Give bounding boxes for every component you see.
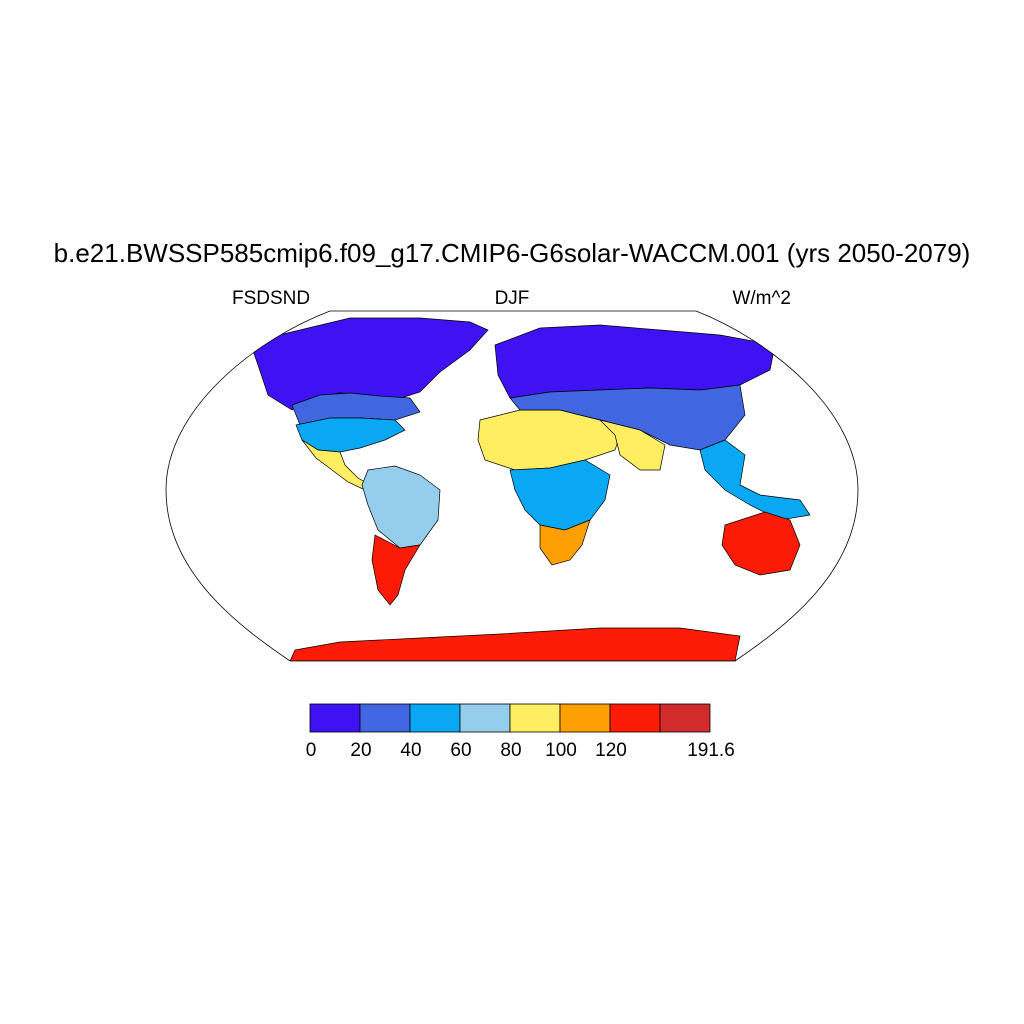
colorbar-bin	[659, 703, 711, 733]
colorbar-bin	[309, 703, 361, 733]
land-fill	[249, 317, 811, 661]
units-label: W/m^2	[732, 288, 791, 309]
colorbar-tick-label: 191.6	[687, 740, 735, 761]
season-label: DJF	[494, 288, 530, 309]
colorbar-tick-label: 100	[545, 740, 577, 761]
region-australia	[721, 511, 801, 576]
colorbar-bin	[359, 703, 411, 733]
colorbar-bin	[409, 703, 461, 733]
map-boundary	[165, 310, 859, 662]
figure-title: b.e21.BWSSP585cmip6.f09_g17.CMIP6-G6sola…	[53, 238, 971, 268]
colorbar-bin	[509, 703, 561, 733]
region-southern-africa	[539, 519, 591, 566]
variable-label: FSDSND	[232, 288, 311, 309]
colorbar-tick-label: 80	[500, 740, 522, 761]
region-southeast-asia	[699, 439, 811, 521]
region-antarctica	[289, 627, 741, 661]
colorbar-bin	[559, 703, 611, 733]
colorbar-bin	[609, 703, 661, 733]
colorbar-tick-label: 20	[350, 740, 372, 761]
colorbar-tick-label: 60	[450, 740, 472, 761]
colorbar-tick-label: 120	[595, 740, 627, 761]
region-central-africa	[509, 459, 611, 531]
region-patagonia	[371, 534, 421, 606]
region-arctic-north-america	[249, 317, 489, 411]
region-amazon	[361, 465, 441, 549]
region-arabia	[598, 419, 666, 471]
colorbar-tick-label: 0	[305, 740, 317, 761]
colorbar-bin	[459, 703, 511, 733]
colorbar	[309, 703, 711, 733]
colorbar-tick-label: 40	[400, 740, 422, 761]
